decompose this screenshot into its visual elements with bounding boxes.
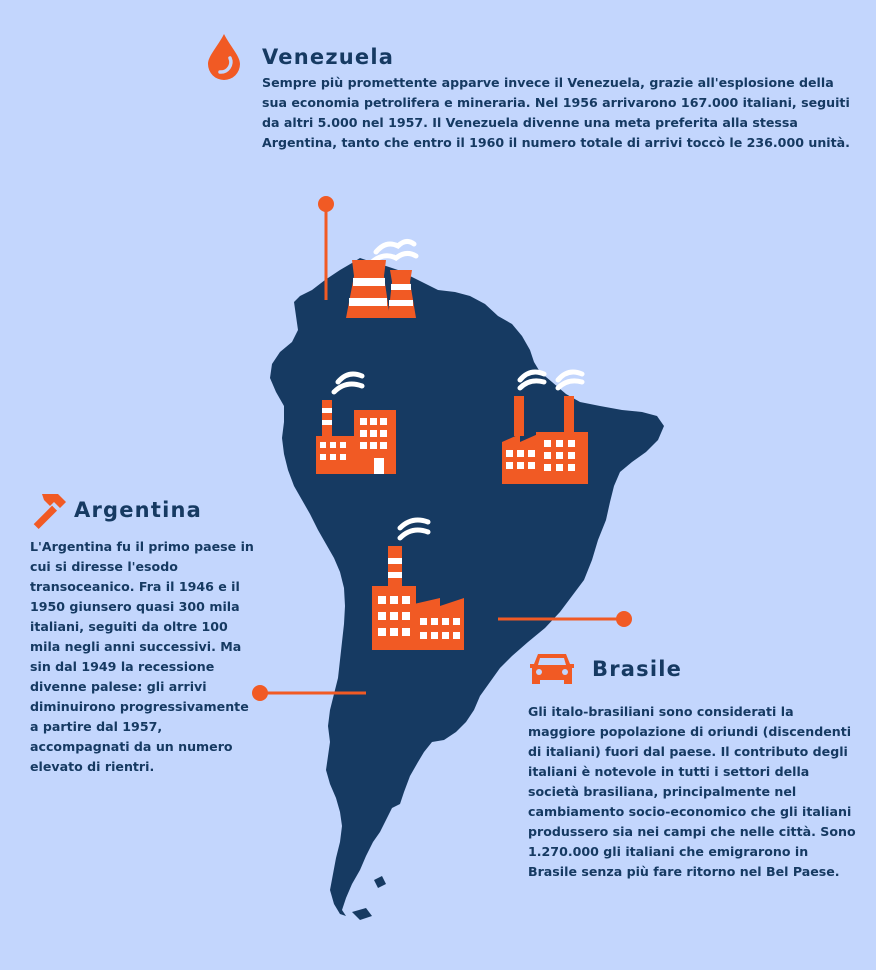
brasile-title: Brasile (592, 657, 683, 681)
factory-icon (502, 369, 588, 484)
factory-icon (372, 517, 464, 650)
hammer-icon (33, 494, 66, 530)
cooling-tower-icon (346, 238, 419, 318)
venezuela-text: Sempre più promettente apparve invece il… (262, 75, 850, 150)
venezuela-title: Venezuela (262, 45, 395, 69)
argentina-title: Argentina (74, 498, 202, 522)
brasile-text: Gli italo-brasiliani sono considerati la… (528, 704, 856, 879)
argentina-text: L'Argentina fu il primo paese in cui si … (30, 539, 254, 774)
factory-icon (316, 371, 396, 474)
car-icon (530, 654, 574, 684)
drop-icon (208, 34, 240, 80)
